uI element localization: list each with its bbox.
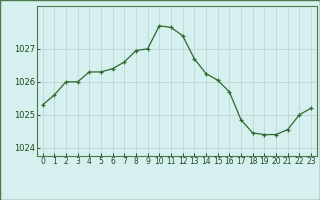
Text: Graphe pression niveau de la mer (hPa): Graphe pression niveau de la mer (hPa) (51, 178, 269, 188)
